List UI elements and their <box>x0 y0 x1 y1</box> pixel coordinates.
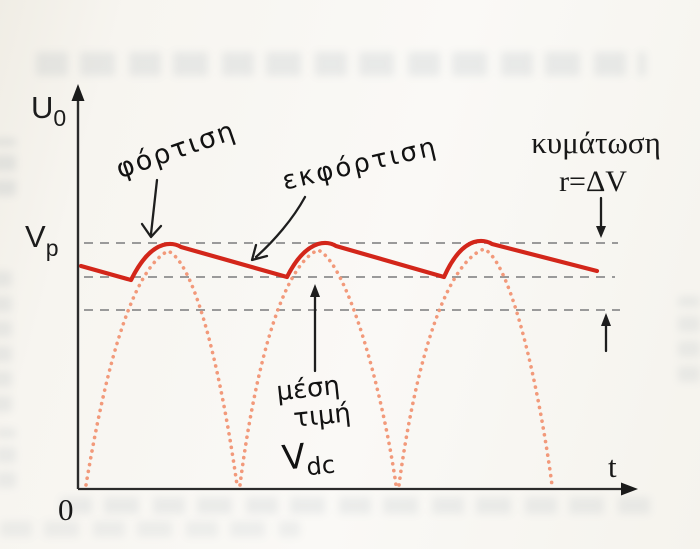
mean-value-label-line2: τιμή <box>292 398 352 434</box>
ripple-top-arrowhead-icon <box>596 226 606 238</box>
origin-label: 0 <box>58 492 74 527</box>
rectified-sine-curve <box>84 247 554 487</box>
ripple-title-label: κυμάτωση <box>531 125 661 160</box>
ripple-bottom-arrowhead-icon <box>601 313 611 326</box>
discharging-label: εκφόρτιση <box>279 132 441 197</box>
bleed-through-right-margin <box>678 296 700 382</box>
ripple-formula-label: r=ΔV <box>559 165 627 198</box>
charging-arrow <box>140 178 163 239</box>
y-axis-label: U0 <box>31 90 66 131</box>
x-axis-arrowhead-icon <box>621 482 638 496</box>
bleed-through-text-bottom-2 <box>0 521 300 537</box>
discharging-arrow <box>250 195 307 262</box>
bleed-through-text-top <box>36 52 646 76</box>
mean-value-label-line1: μέση <box>275 371 341 407</box>
charging-label: φόρτιση <box>112 115 240 185</box>
bleed-through-left-margin-1 <box>0 138 16 196</box>
t-axis-label: t <box>608 449 617 484</box>
output-voltage-curve <box>78 238 600 283</box>
bleed-through-left-margin-2 <box>0 262 12 412</box>
mean-value-arrowhead-icon <box>310 284 320 297</box>
bleed-through-left-margin-3 <box>0 428 16 488</box>
vp-label: Vp <box>25 219 58 261</box>
y-axis-arrowhead-icon <box>71 84 85 101</box>
bleed-through-text-bottom-1 <box>60 497 660 514</box>
vdc-label: Vdc <box>280 434 336 484</box>
